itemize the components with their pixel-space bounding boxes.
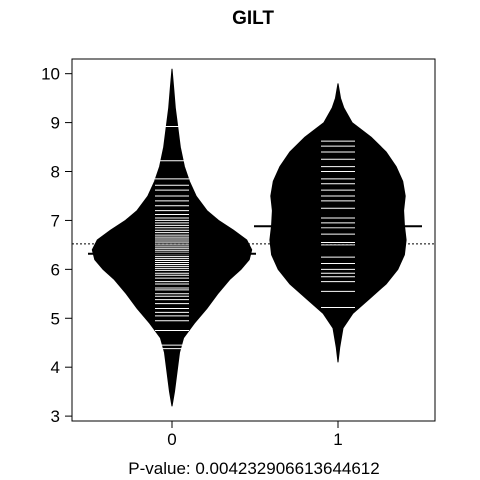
y-tick-label: 10 xyxy=(41,65,60,84)
beans-layer xyxy=(88,68,422,407)
y-tick-label: 7 xyxy=(51,211,60,230)
y-axis: 3 4 5 6 7 8 9 10 xyxy=(41,65,72,426)
y-tick-label: 4 xyxy=(51,358,60,377)
x-axis-label: P-value: 0.004232906613644612 xyxy=(128,459,379,478)
bean-1 xyxy=(254,83,422,363)
plot-frame xyxy=(71,58,436,422)
y-tick-label: 6 xyxy=(51,260,60,279)
chart-title: GILT xyxy=(232,8,274,29)
x-tick-label: 0 xyxy=(167,430,176,449)
bean-0 xyxy=(88,68,256,407)
y-tick-label: 5 xyxy=(51,309,60,328)
x-tick-label: 1 xyxy=(333,430,342,449)
y-tick-label: 9 xyxy=(51,114,60,133)
y-tick-label: 8 xyxy=(51,163,60,182)
y-tick-label: 3 xyxy=(51,407,60,426)
